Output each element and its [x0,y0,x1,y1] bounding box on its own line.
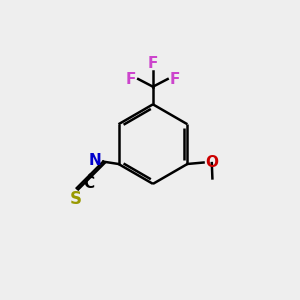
Text: F: F [169,71,180,86]
Text: F: F [126,71,136,86]
Text: F: F [148,56,158,71]
Text: O: O [205,155,218,170]
Text: N: N [88,153,101,168]
Text: C: C [83,176,94,191]
Text: S: S [70,190,82,208]
